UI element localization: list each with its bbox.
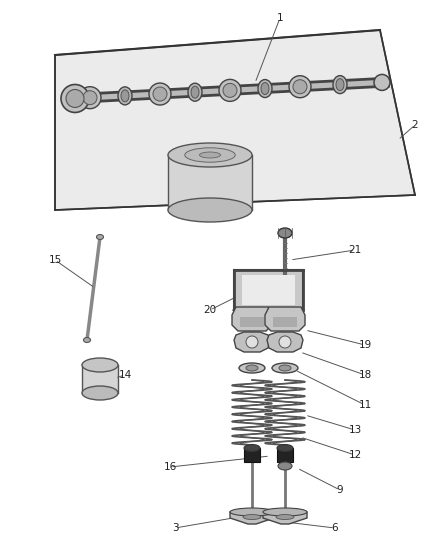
Ellipse shape [276,514,294,520]
Ellipse shape [82,358,118,372]
Ellipse shape [153,87,167,101]
Text: 21: 21 [348,245,362,255]
Text: 11: 11 [358,400,371,410]
Ellipse shape [278,228,292,238]
Ellipse shape [199,152,220,158]
Text: 12: 12 [348,450,362,460]
Ellipse shape [239,363,265,373]
Polygon shape [232,307,272,331]
Polygon shape [242,275,295,305]
Ellipse shape [374,75,390,91]
Ellipse shape [82,386,118,400]
Polygon shape [244,448,260,462]
Ellipse shape [66,90,84,108]
Text: 16: 16 [163,462,177,472]
Polygon shape [168,155,252,210]
Ellipse shape [79,87,101,109]
Polygon shape [55,30,415,210]
Ellipse shape [223,83,237,98]
Polygon shape [234,270,303,316]
Polygon shape [277,448,293,462]
Ellipse shape [258,79,272,98]
Polygon shape [240,317,264,327]
Ellipse shape [191,86,199,98]
Polygon shape [230,510,274,524]
Polygon shape [234,332,270,352]
Ellipse shape [219,79,241,101]
Ellipse shape [279,365,291,371]
Ellipse shape [261,83,269,94]
Ellipse shape [188,83,202,101]
Text: 18: 18 [358,370,371,380]
Ellipse shape [278,462,292,470]
Ellipse shape [96,235,103,239]
Text: 2: 2 [412,120,418,130]
Ellipse shape [336,78,344,91]
Ellipse shape [293,80,307,94]
Polygon shape [265,307,305,331]
Ellipse shape [168,198,252,222]
Text: 3: 3 [172,523,178,533]
Ellipse shape [277,445,293,451]
Polygon shape [263,510,307,524]
Polygon shape [65,78,390,103]
Text: 9: 9 [337,485,343,495]
Ellipse shape [84,337,91,343]
Text: 6: 6 [332,523,338,533]
Ellipse shape [149,83,171,105]
Ellipse shape [272,363,298,373]
Ellipse shape [185,148,235,162]
Ellipse shape [230,508,274,516]
Ellipse shape [168,143,252,167]
Polygon shape [273,317,297,327]
Text: 19: 19 [358,340,371,350]
Text: 1: 1 [277,13,283,23]
Ellipse shape [244,445,260,451]
Text: 20: 20 [203,305,216,315]
Ellipse shape [121,90,129,102]
Ellipse shape [263,508,307,516]
Ellipse shape [333,76,347,94]
Ellipse shape [246,336,258,348]
Polygon shape [267,332,303,352]
Text: 14: 14 [118,370,132,380]
Ellipse shape [243,514,261,520]
Ellipse shape [289,76,311,98]
Ellipse shape [279,336,291,348]
Ellipse shape [118,87,132,105]
Ellipse shape [246,365,258,371]
Text: 13: 13 [348,425,362,435]
Ellipse shape [83,91,97,104]
Polygon shape [82,365,118,393]
Ellipse shape [61,84,89,112]
Text: 15: 15 [48,255,62,265]
